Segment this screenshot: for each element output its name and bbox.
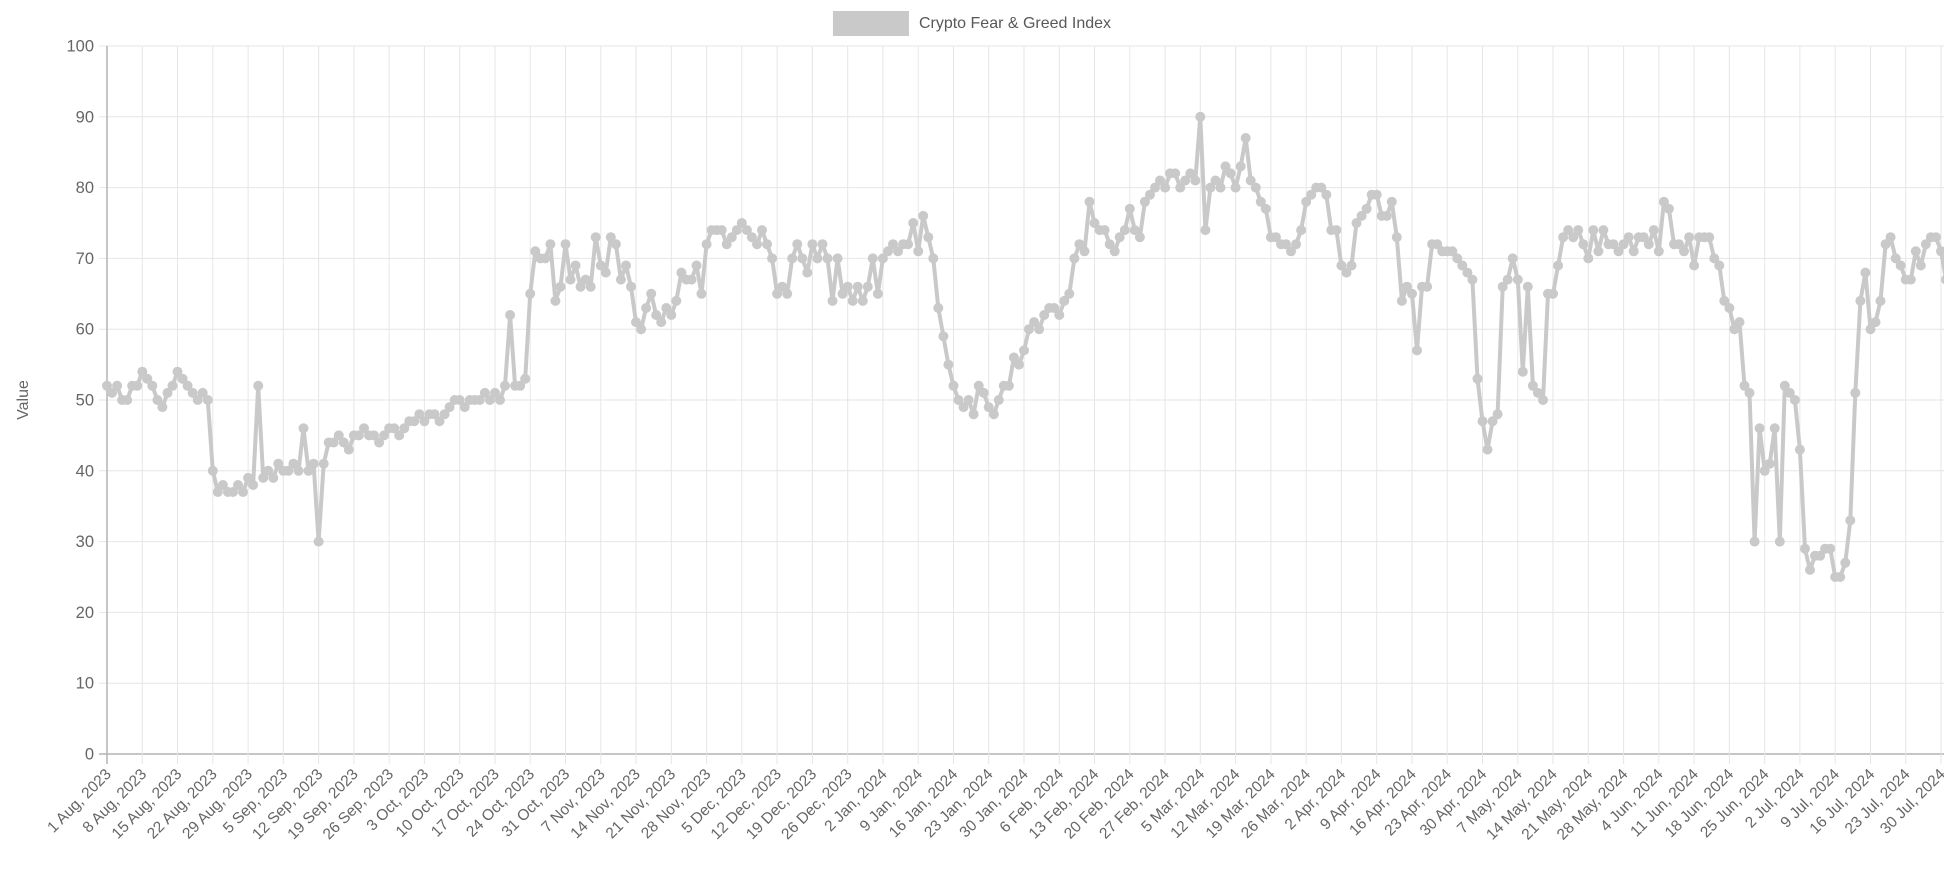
svg-text:20: 20 (76, 604, 94, 622)
svg-text:90: 90 (76, 108, 94, 126)
svg-text:100: 100 (66, 38, 94, 56)
svg-text:50: 50 (76, 392, 94, 410)
svg-text:40: 40 (76, 462, 94, 480)
y-axis-title: Value (15, 380, 32, 420)
svg-text:0: 0 (85, 746, 94, 764)
legend-label: Crypto Fear & Greed Index (918, 14, 1112, 32)
svg-text:60: 60 (76, 321, 94, 339)
svg-text:30: 30 (76, 533, 94, 551)
svg-text:70: 70 (76, 250, 94, 268)
svg-text:10: 10 (76, 675, 94, 693)
chart-legend-item[interactable]: Crypto Fear & Greed Index (832, 11, 1112, 36)
svg-text:80: 80 (76, 179, 94, 197)
legend-swatch (832, 11, 909, 36)
